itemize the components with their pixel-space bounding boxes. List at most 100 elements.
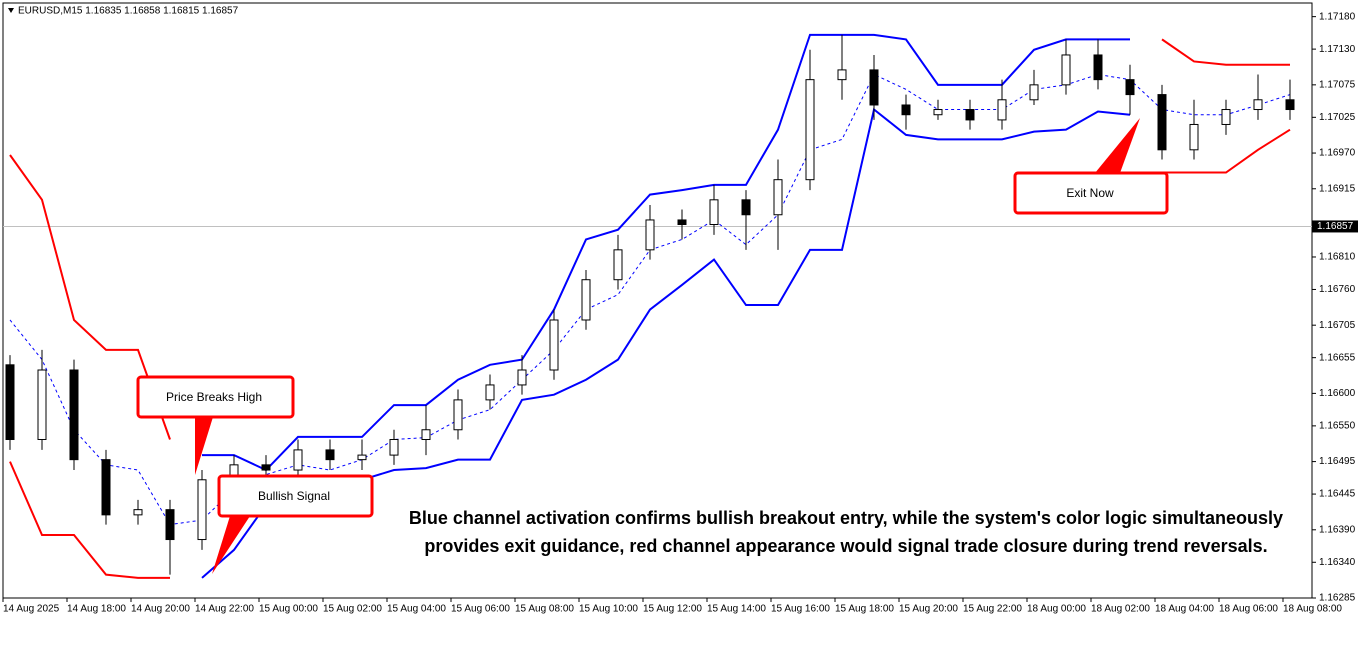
y-tick-label: 1.16655 (1319, 352, 1356, 363)
caption-line: provides exit guidance, red channel appe… (424, 536, 1267, 556)
x-tick-label: 15 Aug 02:00 (323, 604, 382, 615)
candle-body (1285, 99, 1295, 111)
callout-pointer (1095, 118, 1140, 173)
x-tick-label: 18 Aug 06:00 (1219, 604, 1278, 615)
candle-body (613, 249, 623, 281)
current-price-label: 1.16857 (1317, 221, 1354, 232)
plot-area (3, 33, 1312, 579)
channel-line (9, 38, 1290, 440)
candle-body (37, 369, 47, 441)
callout-box (1013, 171, 1169, 215)
candle-body (1093, 54, 1103, 81)
menu-arrow (8, 8, 14, 13)
candle-body (325, 449, 335, 461)
candle-body (805, 79, 815, 181)
candle-body (293, 449, 303, 471)
chart-title: EURUSD,M15 1.16835 1.16858 1.16815 1.168… (18, 6, 239, 17)
y-tick-label: 1.16495 (1319, 456, 1356, 467)
x-tick-label: 18 Aug 04:00 (1155, 604, 1214, 615)
x-tick-label: 14 Aug 2025 (3, 604, 60, 615)
y-tick-label: 1.16705 (1319, 320, 1356, 331)
candle-body (261, 464, 271, 471)
annotation: Exit Now (1013, 118, 1169, 215)
candle-body (645, 219, 655, 251)
x-tick-label: 18 Aug 00:00 (1027, 604, 1086, 615)
caption-line: Blue channel activation confirms bullish… (409, 508, 1283, 528)
candle-body (389, 439, 399, 456)
x-tick-label: 14 Aug 22:00 (195, 604, 254, 615)
candle-body (421, 429, 431, 441)
candle-body (101, 459, 111, 516)
y-tick-label: 1.16285 (1319, 593, 1356, 604)
y-tick-label: 1.16600 (1319, 388, 1356, 399)
y-tick-label: 1.17025 (1319, 112, 1356, 123)
x-tick-label: 14 Aug 18:00 (67, 604, 126, 615)
candle-body (69, 369, 79, 461)
channel-line (9, 128, 1291, 579)
candle-body (677, 219, 687, 226)
candle-body (741, 199, 751, 216)
channel-line (202, 33, 1130, 472)
x-tick-label: 15 Aug 00:00 (259, 604, 318, 615)
candle-body (997, 99, 1007, 121)
y-tick-label: 1.16390 (1319, 524, 1356, 535)
candle-body (549, 319, 559, 371)
candle-body (5, 364, 15, 441)
y-tick-label: 1.16340 (1319, 557, 1356, 568)
x-tick-label: 15 Aug 20:00 (899, 604, 958, 615)
callout-pointer (195, 417, 213, 475)
callout-text: Exit Now (1066, 186, 1114, 200)
candle-body (773, 179, 783, 216)
x-tick-label: 15 Aug 12:00 (643, 604, 702, 615)
x-tick-label: 15 Aug 08:00 (515, 604, 574, 615)
candle-body (1157, 94, 1167, 151)
candle-body (581, 279, 591, 321)
y-tick-label: 1.16445 (1319, 489, 1356, 500)
y-tick-label: 1.16760 (1319, 284, 1356, 295)
candle-body (453, 399, 463, 431)
candle-body (165, 509, 175, 541)
x-tick-label: 14 Aug 20:00 (131, 604, 190, 615)
candle-body (965, 109, 975, 121)
callout-box (136, 375, 295, 419)
y-tick-label: 1.17130 (1319, 44, 1356, 55)
candle-body (197, 479, 207, 541)
x-tick-label: 15 Aug 06:00 (451, 604, 510, 615)
x-tick-label: 15 Aug 22:00 (963, 604, 1022, 615)
candle-body (357, 454, 367, 461)
candle-body (133, 509, 143, 516)
y-tick-label: 1.17075 (1319, 79, 1356, 90)
callout-text: Price Breaks High (166, 390, 262, 404)
x-tick-label: 15 Aug 10:00 (579, 604, 638, 615)
x-tick-label: 15 Aug 16:00 (771, 604, 830, 615)
x-tick-label: 18 Aug 02:00 (1091, 604, 1150, 615)
callout-text: Bullish Signal (258, 489, 330, 503)
y-tick-label: 1.16810 (1319, 252, 1356, 263)
y-tick-label: 1.16550 (1319, 421, 1356, 432)
callout-pointer (212, 516, 250, 574)
y-tick-label: 1.16970 (1319, 148, 1356, 159)
candle-body (1221, 109, 1231, 125)
x-tick-label: 15 Aug 14:00 (707, 604, 766, 615)
candle-body (1189, 123, 1199, 151)
candle-body (709, 199, 719, 226)
candle-body (485, 384, 495, 401)
candle-body (901, 104, 911, 116)
annotation: Price Breaks High (136, 375, 295, 475)
candle-body (517, 369, 527, 386)
candle-body (869, 69, 879, 106)
candle-body (933, 109, 943, 116)
candle-body (837, 69, 847, 81)
candle-body (1125, 79, 1135, 96)
x-tick-label: 15 Aug 04:00 (387, 604, 446, 615)
candle-body (1029, 84, 1039, 101)
y-tick-label: 1.17180 (1319, 11, 1356, 22)
candle-body (1061, 54, 1071, 86)
candle-body (1253, 99, 1263, 111)
callout-box (217, 474, 374, 518)
x-tick-label: 18 Aug 08:00 (1283, 604, 1342, 615)
y-tick-label: 1.16915 (1319, 183, 1356, 194)
annotation: Bullish Signal (212, 474, 374, 574)
x-tick-label: 15 Aug 18:00 (835, 604, 894, 615)
